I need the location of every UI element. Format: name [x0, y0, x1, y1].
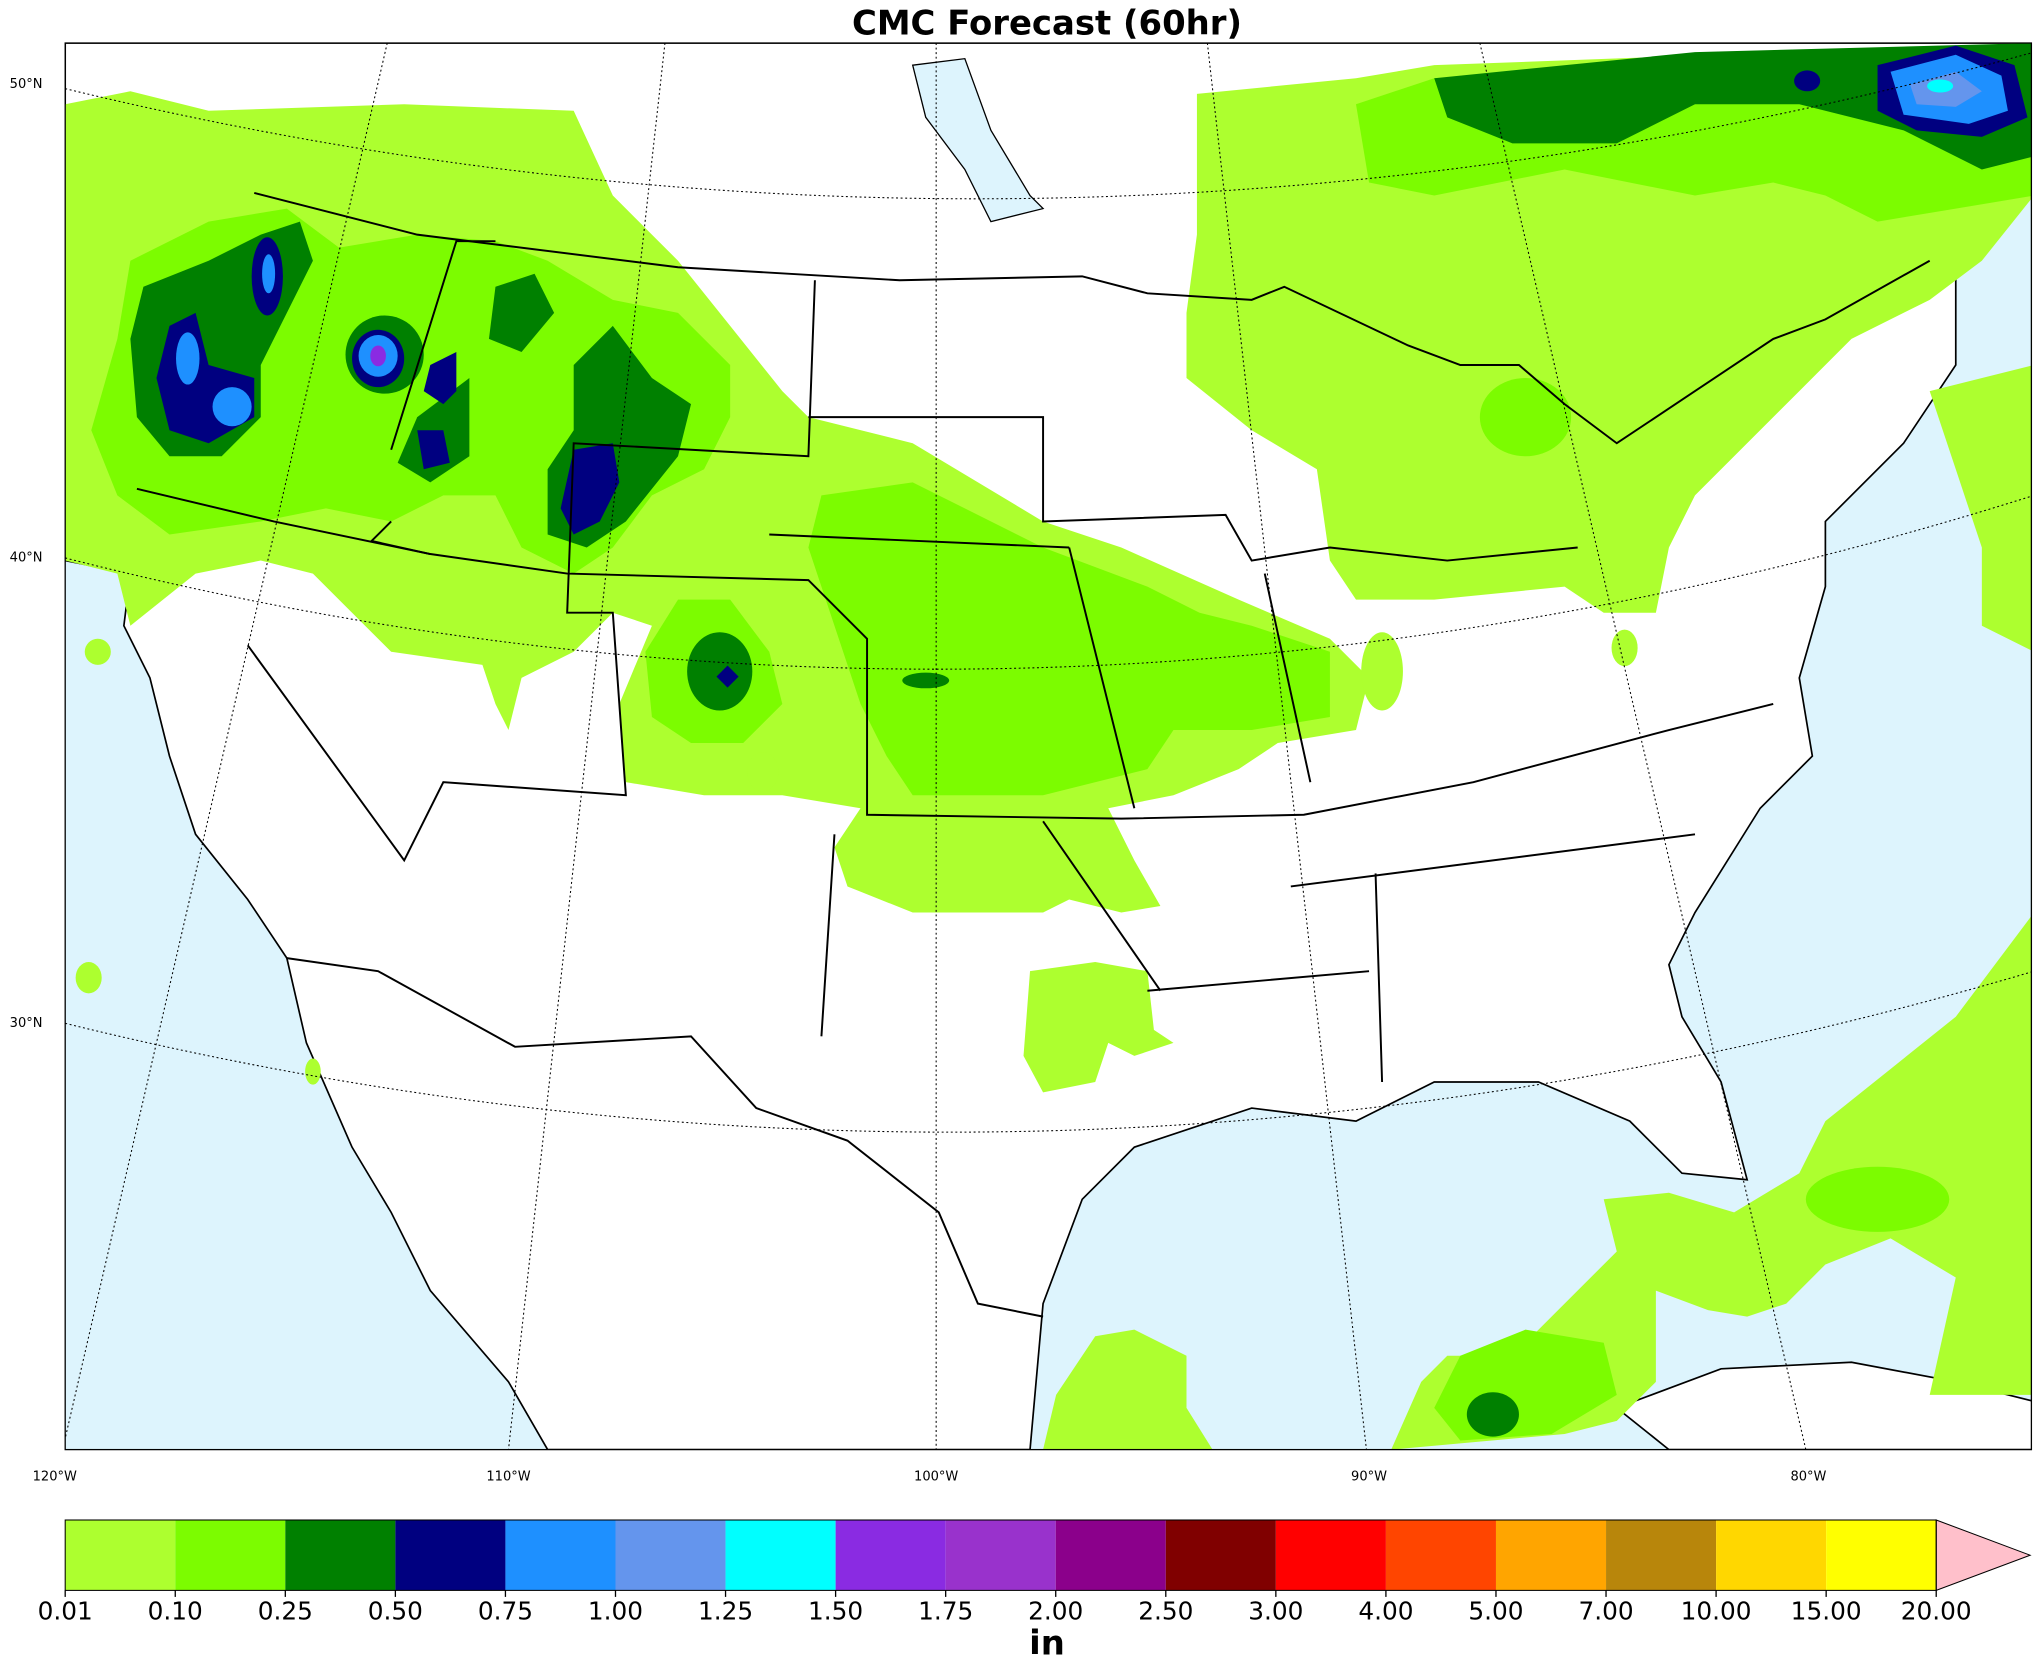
borders	[136, 191, 1931, 1318]
colorbar-tick-label: 7.00	[1578, 1597, 1633, 1626]
colorbar-bin	[505, 1519, 616, 1591]
precip-1-25	[1927, 79, 1954, 93]
colorbar-bin	[945, 1519, 1056, 1591]
colorbar-bin	[1716, 1519, 1827, 1591]
colorbar-bin	[725, 1519, 836, 1591]
colorbar: 0.01 0.10 0.25 0.50 0.75 1.00 1.25 1.50 1.75 2.00…	[38, 1519, 2032, 1626]
lon-label: 120°W	[33, 1469, 77, 1484]
colorbar-tick-label: 4.00	[1358, 1597, 1413, 1626]
colorbar-bin	[65, 1519, 176, 1591]
colorbar-tick-label: 2.50	[1138, 1597, 1193, 1626]
colorbar-tick-label: 20.00	[1901, 1597, 1972, 1626]
colorbar-bin	[615, 1519, 726, 1591]
graticule	[65, 43, 2032, 1450]
colorbar-bin	[1165, 1519, 1276, 1591]
colorbar-tick-label: 0.75	[478, 1597, 533, 1626]
colorbar-bin	[285, 1519, 396, 1591]
lake	[911, 57, 1045, 223]
colorbar-bin	[1055, 1519, 1166, 1591]
colorbar-bin	[175, 1519, 286, 1591]
precip-1-50	[370, 345, 386, 367]
map-frame	[64, 42, 2033, 1451]
colorbar-bin	[1826, 1519, 1937, 1591]
colorbar-tick-label: 0.25	[258, 1597, 313, 1626]
colorbar-tick-label: 0.01	[38, 1597, 93, 1626]
lat-label: 30°N	[10, 1016, 43, 1031]
lat-label: 40°N	[10, 550, 43, 565]
colorbar-bin	[1606, 1519, 1717, 1591]
colorbar-tick-label: 1.25	[698, 1597, 753, 1626]
colorbar-tick-label: 1.75	[918, 1597, 973, 1626]
colorbar-tick-label: 3.00	[1248, 1597, 1303, 1626]
colorbar-bin	[1495, 1519, 1607, 1591]
lon-label: 110°W	[486, 1469, 530, 1484]
colorbar-tick-label: 0.50	[368, 1597, 423, 1626]
colorbar-bin	[835, 1519, 946, 1591]
colorbar-bin	[1275, 1519, 1386, 1591]
colorbar-bin	[395, 1519, 506, 1591]
colorbar-tick-label: 15.00	[1791, 1597, 1862, 1626]
colorbar-tick-label: 2.00	[1028, 1597, 1083, 1626]
lon-label: 80°W	[1790, 1469, 1826, 1484]
colorbar-frame	[64, 1519, 1937, 1591]
map: 50°N 40°N 30°N 120°W 110°W 100°W 90°W 80…	[10, 42, 2033, 1484]
map-title: CMC Forecast (60hr)	[852, 3, 1242, 42]
colorbar-tick-label: 1.00	[588, 1597, 643, 1626]
lon-label: 100°W	[914, 1469, 958, 1484]
colorbar-tick-label: 0.10	[148, 1597, 203, 1626]
colorbar-extend	[1935, 1519, 2032, 1592]
lat-label: 50°N	[10, 77, 43, 92]
colorbar-bin	[1385, 1519, 1496, 1591]
colorbar-tick-label: 10.00	[1681, 1597, 1752, 1626]
colorbar-tick-label: 1.50	[808, 1597, 863, 1626]
lon-label: 90°W	[1351, 1469, 1387, 1484]
colorbar-label: in	[1029, 1624, 1065, 1663]
colorbar-tick-label: 5.00	[1468, 1597, 1523, 1626]
